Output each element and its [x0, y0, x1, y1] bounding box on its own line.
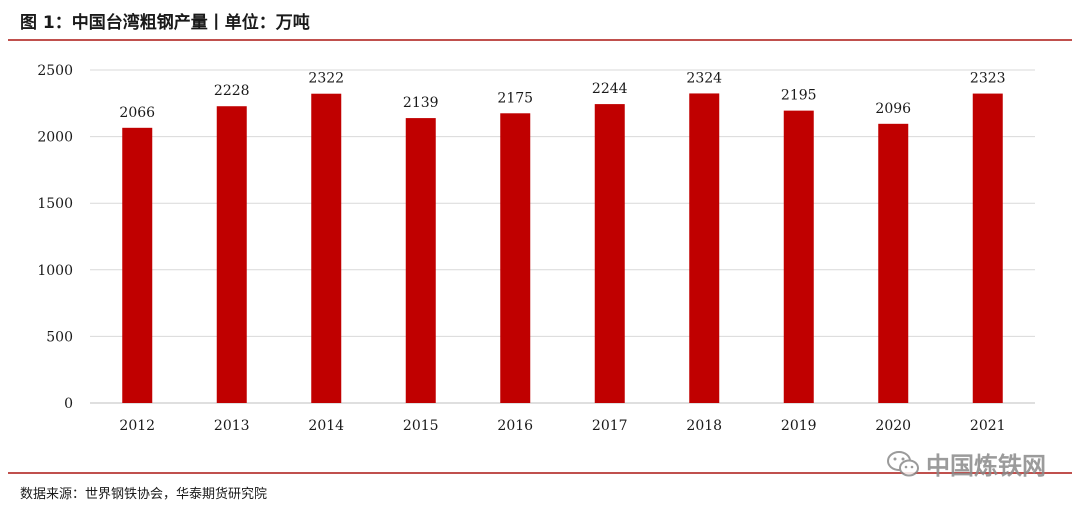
figure-title: 图 1：中国台湾粗钢产量丨单位：万吨	[20, 13, 310, 33]
data-label-2020: 2096	[875, 101, 911, 117]
data-label-2017: 2244	[592, 81, 628, 97]
data-label-2014: 2322	[308, 71, 344, 87]
data-label-2015: 2139	[403, 95, 439, 111]
bar-2021	[972, 93, 1003, 403]
y-tick-label: 1500	[37, 196, 73, 212]
data-label-2019: 2195	[781, 88, 817, 104]
bar-2016	[500, 113, 531, 403]
x-axis-ticks: 2012 2013 2014 2015 2016 2017 2018 2019 2020 2021	[119, 418, 1005, 434]
x-tick-label: 2021	[970, 418, 1006, 434]
bar-2020	[878, 123, 909, 403]
gridlines	[90, 69, 1035, 404]
bar-2018	[689, 93, 720, 403]
x-tick-label: 2017	[592, 418, 628, 434]
bar-2014	[311, 93, 342, 403]
y-tick-label: 0	[64, 396, 73, 412]
x-tick-label: 2012	[119, 418, 155, 434]
wechat-logo-icon	[887, 450, 919, 476]
bar-2019	[783, 110, 814, 403]
bar-chart: 2066 2228 2322 2139 2175 2244 2324 2195 2096 2323…	[37, 63, 1035, 434]
y-tick-label: 2500	[37, 63, 73, 79]
data-label-2012: 2066	[119, 105, 155, 121]
data-label-2016: 2175	[497, 90, 533, 106]
data-label-2018: 2324	[686, 70, 722, 86]
x-tick-label: 2013	[214, 418, 250, 434]
bar-2017	[594, 104, 625, 404]
bar-2012	[122, 127, 153, 403]
data-labels: 2066 2228 2322 2139 2175 2244 2324 2195 2096 2323	[119, 70, 1005, 120]
header-rule	[8, 39, 1072, 41]
x-tick-label: 2014	[308, 418, 344, 434]
x-tick-label: 2018	[686, 418, 722, 434]
data-label-2021: 2323	[970, 71, 1006, 87]
footer-rule	[8, 472, 1072, 474]
bar-2015	[405, 118, 436, 403]
y-axis-ticks: 0 500 1000 1500 2000 2500	[37, 63, 73, 412]
y-tick-label: 2000	[37, 130, 73, 146]
bar-2013	[216, 106, 247, 403]
y-tick-label: 1000	[37, 263, 73, 279]
x-tick-label: 2019	[781, 418, 817, 434]
y-tick-label: 500	[46, 329, 73, 345]
data-label-2013: 2228	[214, 83, 250, 99]
source-note: 数据来源：世界钢铁协会，华泰期货研究院	[20, 487, 268, 502]
x-tick-label: 2020	[875, 418, 911, 434]
watermark-text: 中国炼铁网	[926, 452, 1046, 480]
x-tick-label: 2016	[497, 418, 533, 434]
x-tick-label: 2015	[403, 418, 439, 434]
watermark: 中国炼铁网	[886, 446, 1046, 481]
bars	[122, 93, 1003, 404]
